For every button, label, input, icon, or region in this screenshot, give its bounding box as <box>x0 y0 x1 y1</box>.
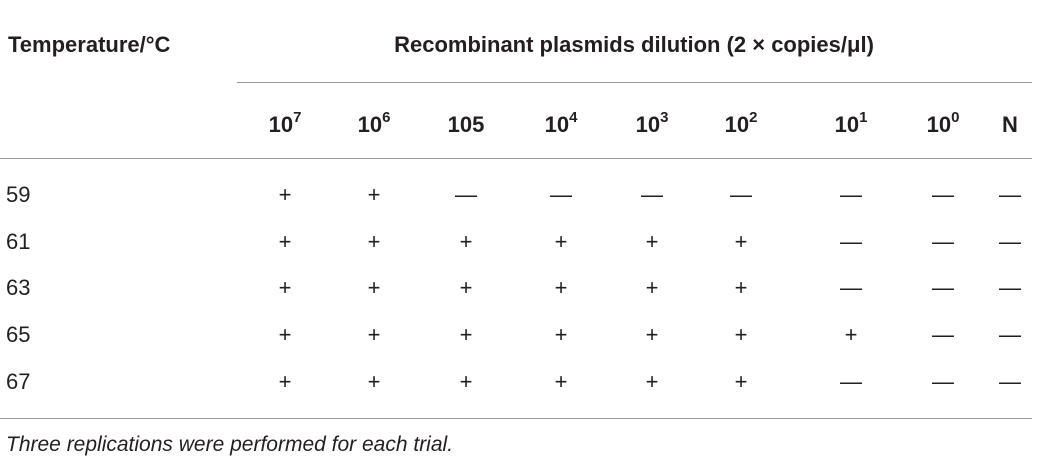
column-header-base: 10 <box>544 112 570 137</box>
cell: — <box>932 369 954 394</box>
cell: + <box>367 275 381 300</box>
row-label: 65 <box>6 322 31 347</box>
cell: + <box>278 322 292 347</box>
column-header-base: 10 <box>357 112 383 137</box>
cell: + <box>278 182 292 207</box>
cell: + <box>459 322 473 347</box>
cell: — <box>932 275 954 300</box>
row-label: 59 <box>6 182 31 207</box>
cell: + <box>554 322 568 347</box>
column-header: 107 <box>268 108 302 138</box>
row-label: 63 <box>6 275 31 300</box>
column-header-base: 10 <box>268 112 294 137</box>
cell: + <box>734 229 748 254</box>
cell: + <box>459 369 473 394</box>
column-header-exponent: 1 <box>859 108 868 126</box>
cell: — <box>840 229 862 254</box>
cell: — <box>999 369 1021 394</box>
cell: — <box>455 182 477 207</box>
cell: — <box>840 182 862 207</box>
cell: + <box>734 369 748 394</box>
column-header-exponent: 4 <box>569 108 578 126</box>
footnote: Three replications were performed for ea… <box>6 433 454 456</box>
cell: + <box>367 369 381 394</box>
row-label: 61 <box>6 229 31 254</box>
column-header-exponent: 3 <box>660 108 669 126</box>
cell: + <box>278 275 292 300</box>
cell: + <box>734 322 748 347</box>
cell: + <box>645 229 659 254</box>
cell: — <box>932 229 954 254</box>
cell: — <box>932 322 954 347</box>
column-header: 105 <box>447 112 485 137</box>
column-header-base: 10 <box>926 112 952 137</box>
column-header-exponent: 7 <box>293 108 302 126</box>
cell: + <box>645 275 659 300</box>
first-column-header: Temperature/°C <box>8 32 171 57</box>
cell: — <box>840 369 862 394</box>
bottom-rule <box>0 418 1032 419</box>
cell: + <box>844 322 858 347</box>
column-header-exponent: 2 <box>749 108 758 126</box>
cell: — <box>730 182 752 207</box>
column-header: 104 <box>544 108 578 138</box>
column-header: 102 <box>724 108 758 138</box>
cell: — <box>999 182 1021 207</box>
column-header-exponent: 0 <box>951 108 960 126</box>
cell: — <box>932 182 954 207</box>
cell: + <box>367 229 381 254</box>
column-header: N <box>1002 112 1018 137</box>
cell: + <box>459 229 473 254</box>
cell: + <box>367 182 381 207</box>
column-header: 101 <box>834 108 868 138</box>
header-rule <box>0 158 1032 159</box>
cell: + <box>367 322 381 347</box>
cell: + <box>278 369 292 394</box>
cell: + <box>734 275 748 300</box>
cell: — <box>840 275 862 300</box>
cell: + <box>645 369 659 394</box>
cell: — <box>550 182 572 207</box>
group-rule <box>237 82 1032 83</box>
cell: — <box>999 322 1021 347</box>
cell: — <box>641 182 663 207</box>
column-header: 100 <box>926 108 960 138</box>
column-header: 103 <box>635 108 669 138</box>
cell: — <box>999 275 1021 300</box>
row-label: 67 <box>6 369 31 394</box>
column-header-base: 10 <box>834 112 860 137</box>
column-header-exponent: 6 <box>382 108 391 126</box>
cell: + <box>645 322 659 347</box>
cell: + <box>554 369 568 394</box>
cell: + <box>554 229 568 254</box>
cell: + <box>459 275 473 300</box>
column-header: 106 <box>357 108 391 138</box>
group-header: Recombinant plasmids dilution (2 × copie… <box>394 32 874 57</box>
cell: + <box>278 229 292 254</box>
column-header-base: 10 <box>724 112 750 137</box>
cell: — <box>999 229 1021 254</box>
column-header-base: 10 <box>635 112 661 137</box>
cell: + <box>554 275 568 300</box>
